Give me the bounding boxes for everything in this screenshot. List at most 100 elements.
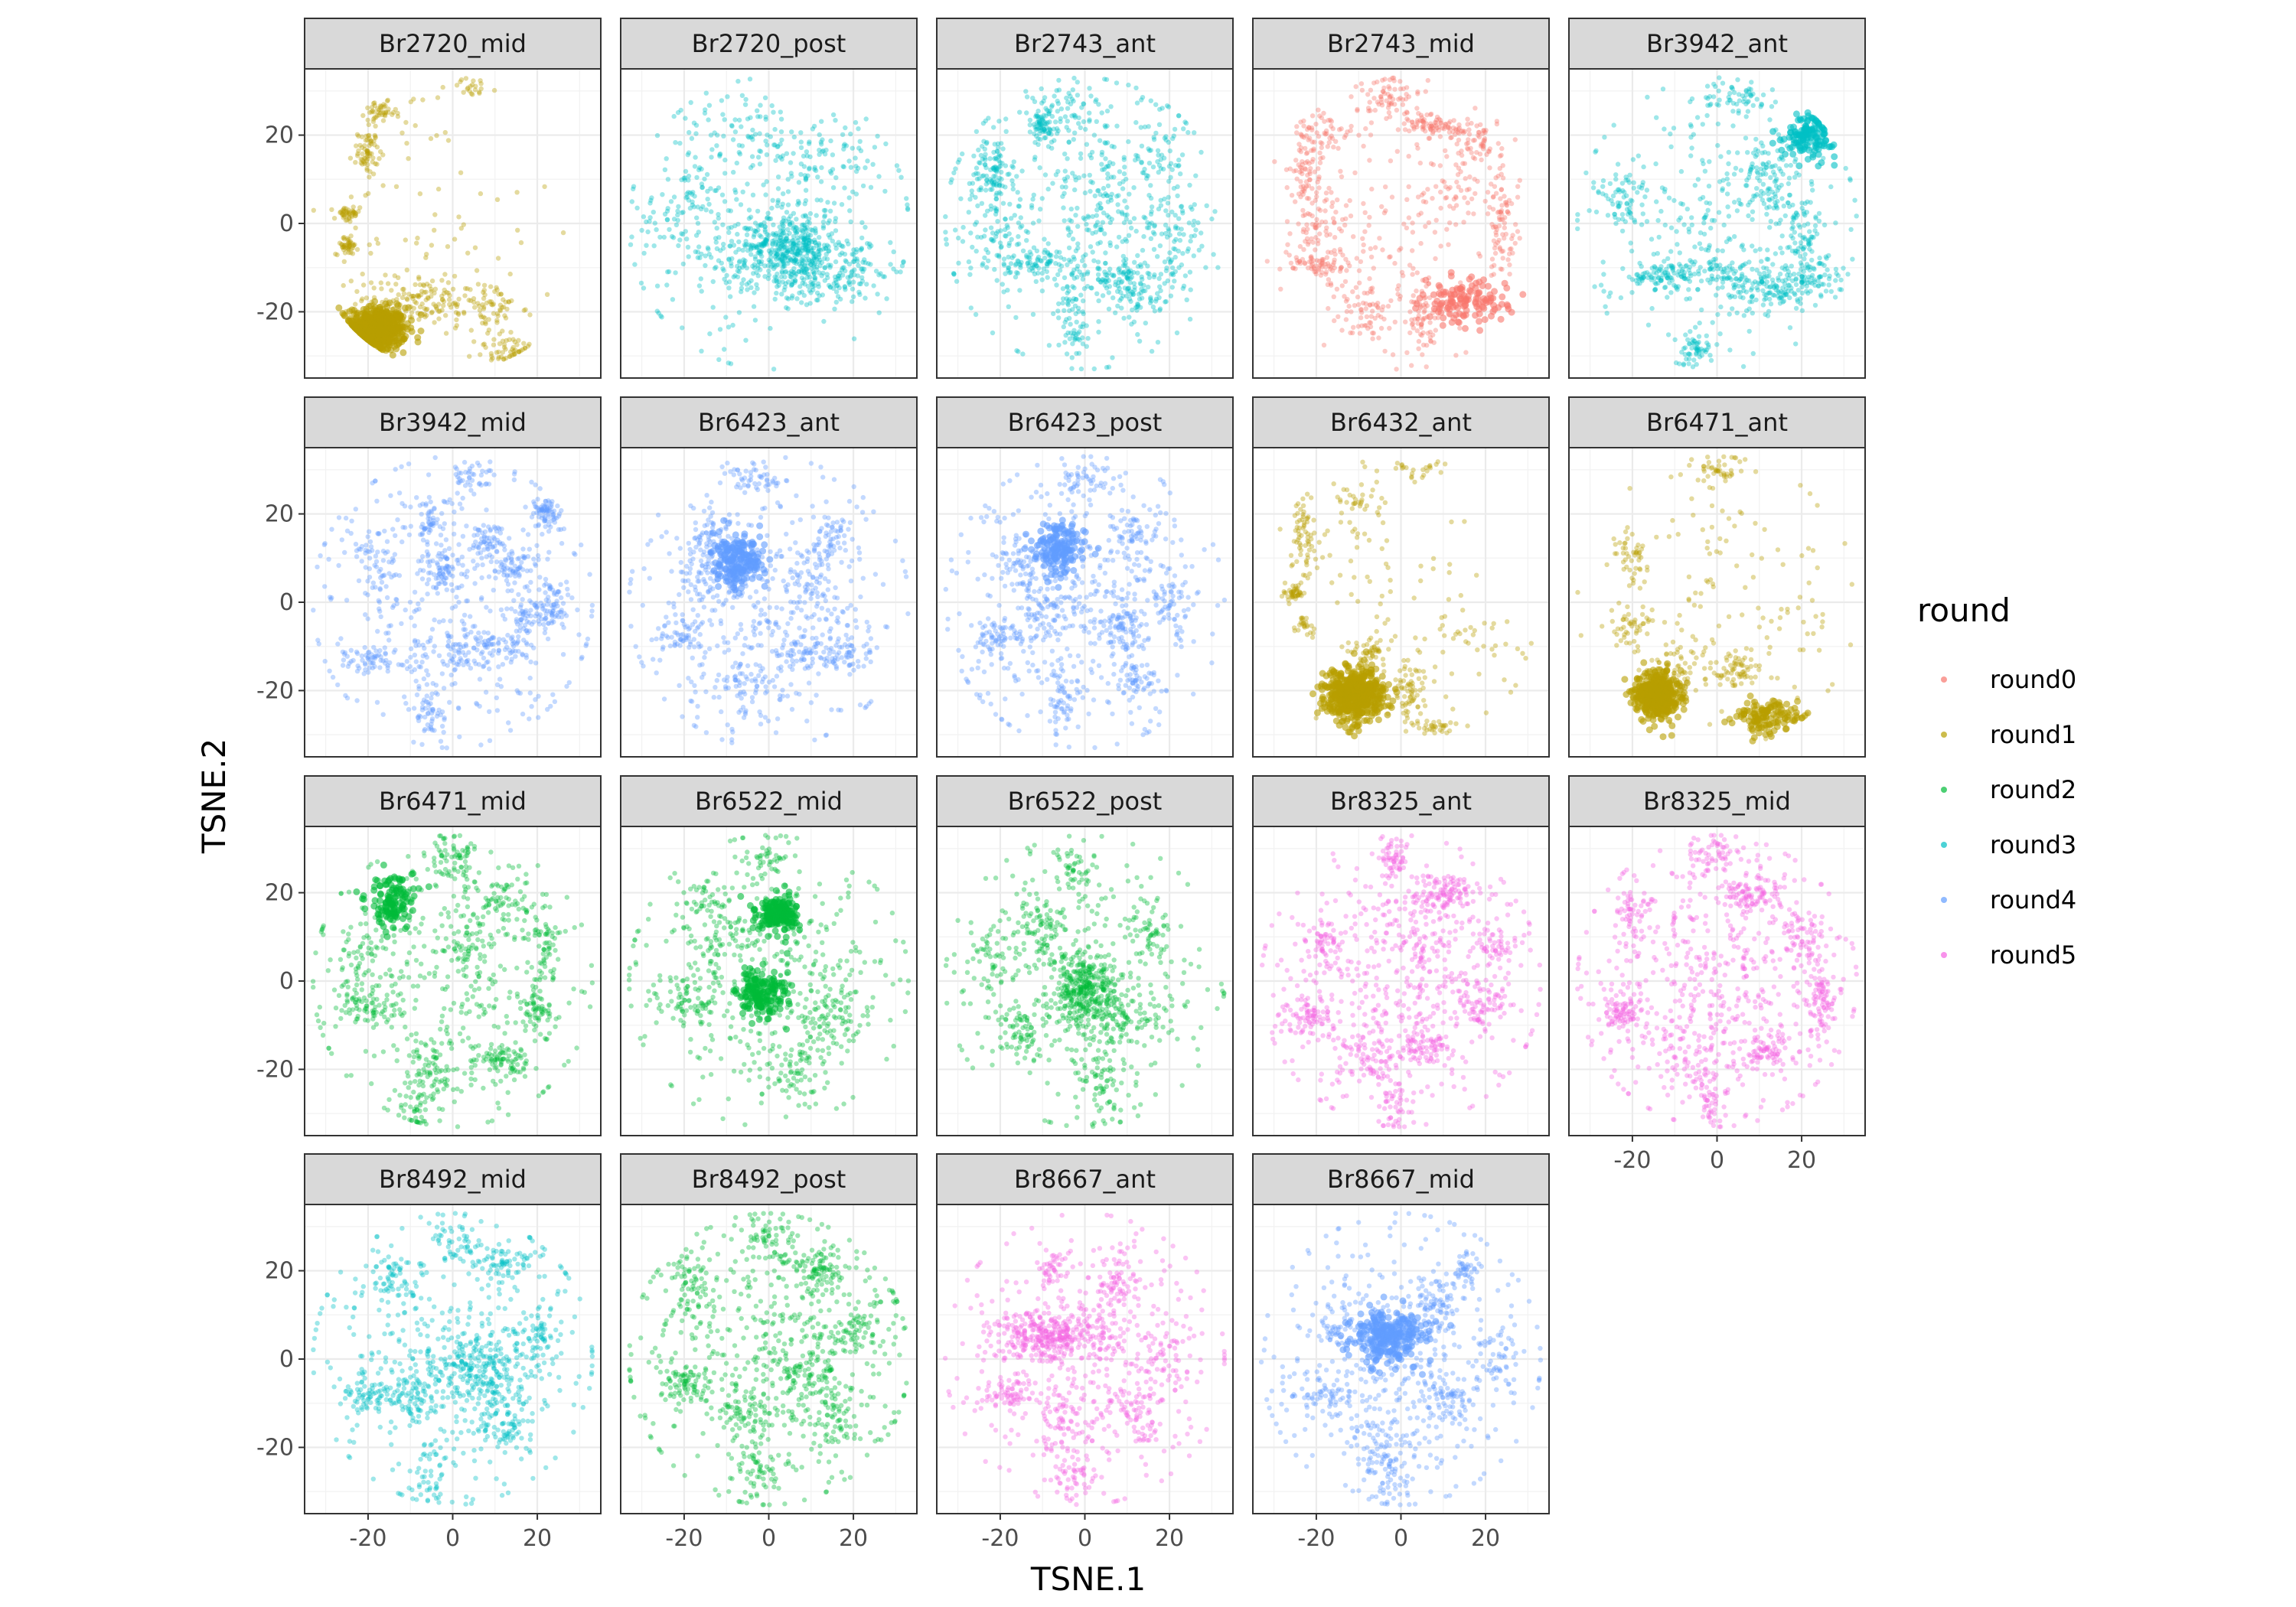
- point: [418, 328, 425, 334]
- point: [1366, 109, 1371, 113]
- point: [734, 197, 739, 201]
- point: [654, 227, 658, 232]
- point: [676, 243, 680, 248]
- point: [1042, 113, 1046, 118]
- point: [1496, 141, 1501, 145]
- point: [494, 320, 499, 324]
- point: [1336, 146, 1340, 151]
- point: [1349, 214, 1353, 218]
- point: [953, 227, 957, 232]
- point: [439, 278, 444, 282]
- point: [1493, 251, 1498, 256]
- point: [1392, 87, 1397, 92]
- point: [1438, 243, 1443, 248]
- point: [1508, 246, 1512, 251]
- point: [960, 152, 964, 156]
- point: [1166, 213, 1170, 217]
- point: [703, 111, 707, 116]
- point: [1032, 246, 1036, 250]
- point: [1342, 223, 1347, 227]
- point: [1518, 236, 1522, 240]
- point: [673, 270, 677, 275]
- point: [1296, 221, 1300, 226]
- point: [1368, 88, 1373, 93]
- point: [856, 263, 860, 268]
- point: [1143, 321, 1148, 325]
- point: [1298, 194, 1303, 199]
- point: [786, 203, 791, 207]
- point: [1070, 284, 1075, 288]
- point: [1075, 241, 1080, 246]
- point: [859, 148, 863, 153]
- point: [1740, 295, 1745, 300]
- point: [1153, 308, 1157, 313]
- point: [859, 246, 864, 251]
- point: [1360, 236, 1365, 241]
- point: [1164, 266, 1169, 270]
- point: [1398, 246, 1403, 251]
- point: [799, 161, 804, 166]
- point: [745, 181, 749, 186]
- point: [1115, 304, 1120, 308]
- point: [1437, 292, 1444, 298]
- point: [688, 206, 693, 210]
- point: [1367, 223, 1371, 227]
- point: [1032, 122, 1036, 126]
- point: [1095, 241, 1100, 246]
- point: [974, 171, 978, 175]
- point: [1110, 355, 1114, 360]
- point: [1386, 106, 1391, 110]
- point: [1404, 116, 1409, 121]
- point: [1292, 168, 1296, 173]
- point: [697, 283, 702, 288]
- point: [830, 152, 835, 157]
- point: [405, 268, 409, 272]
- point: [1070, 341, 1075, 346]
- point: [1326, 186, 1331, 191]
- point: [792, 253, 797, 257]
- point: [1702, 269, 1707, 273]
- point: [1502, 194, 1506, 198]
- point: [1331, 145, 1336, 149]
- point: [508, 330, 513, 334]
- point: [1499, 301, 1505, 308]
- point: [1108, 104, 1113, 109]
- point: [1340, 253, 1345, 257]
- point: [354, 310, 359, 315]
- point: [721, 134, 726, 139]
- point: [1371, 266, 1376, 270]
- point: [1127, 315, 1131, 319]
- point: [983, 158, 987, 162]
- point: [1064, 96, 1068, 100]
- point: [479, 86, 484, 91]
- point: [349, 279, 354, 283]
- point: [1189, 288, 1193, 292]
- point: [776, 186, 781, 191]
- point: [376, 304, 383, 311]
- point: [967, 210, 971, 214]
- point: [1092, 132, 1097, 137]
- point: [1407, 154, 1411, 158]
- point: [871, 283, 876, 288]
- point: [840, 268, 844, 272]
- point: [722, 277, 726, 282]
- point: [772, 238, 777, 243]
- point: [752, 304, 756, 308]
- point: [828, 209, 833, 214]
- point: [1318, 156, 1322, 161]
- point: [882, 189, 887, 194]
- point: [1365, 92, 1370, 96]
- point: [740, 93, 745, 98]
- point: [781, 231, 785, 236]
- point: [1339, 265, 1344, 269]
- point: [677, 141, 682, 145]
- point: [1035, 114, 1039, 119]
- point: [1040, 271, 1045, 275]
- point: [1377, 236, 1381, 240]
- point: [1180, 251, 1185, 256]
- point: [1481, 143, 1486, 148]
- point: [429, 243, 434, 247]
- point: [1078, 125, 1083, 130]
- point: [1031, 312, 1035, 317]
- point: [645, 230, 650, 234]
